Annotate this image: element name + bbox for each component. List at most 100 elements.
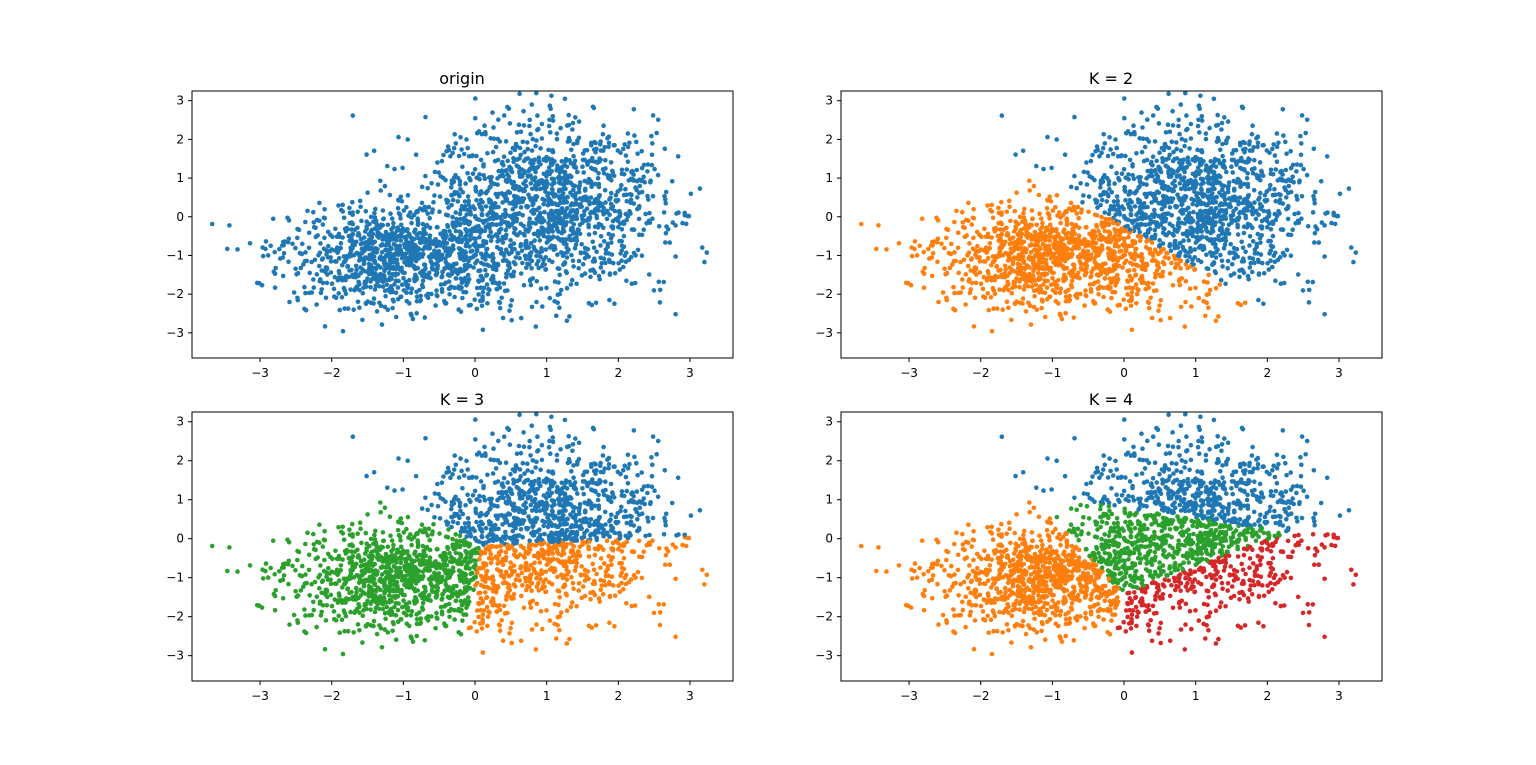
scatter-point (612, 142, 617, 148)
scatter-point (1190, 184, 1196, 190)
scatter-point (286, 218, 292, 223)
scatter-point (647, 210, 652, 216)
scatter-point (639, 232, 645, 238)
scatter-point (432, 267, 438, 273)
scatter-point (567, 237, 572, 242)
scatter-point (1166, 211, 1171, 216)
scatter-point (521, 196, 527, 201)
scatter-point (429, 291, 434, 297)
scatter-point (359, 218, 364, 224)
scatter-point (1094, 144, 1100, 149)
scatter-point (1121, 167, 1127, 172)
scatter-point (559, 250, 564, 255)
scatter-point (1130, 238, 1135, 244)
scatter-point (518, 242, 524, 247)
scatter-point (557, 170, 563, 175)
scatter-point (398, 238, 404, 243)
scatter-point (641, 227, 646, 232)
scatter-point (548, 130, 553, 135)
scatter-point (357, 254, 363, 259)
scatter-point (1241, 259, 1247, 264)
scatter-point (1066, 287, 1071, 293)
scatter-point (340, 202, 345, 208)
scatter-point (1090, 152, 1095, 158)
scatter-point (481, 162, 486, 167)
scatter-point (396, 198, 402, 203)
scatter-point (989, 328, 995, 334)
scatter-point (1003, 250, 1009, 256)
scatter-point (975, 243, 980, 249)
scatter-point (1160, 230, 1166, 236)
scatter-point (1198, 259, 1204, 265)
scatter-point (1035, 253, 1040, 259)
scatter-point (324, 248, 329, 253)
scatter-point (1126, 298, 1132, 304)
scatter-point (1335, 213, 1341, 219)
scatter-point (1235, 224, 1240, 230)
scatter-point (935, 236, 941, 241)
scatter-point (393, 314, 399, 320)
scatter-point (1211, 239, 1217, 244)
scatter-point (608, 176, 613, 182)
scatter-point (392, 282, 397, 287)
scatter-point (588, 274, 593, 280)
scatter-point (1156, 190, 1162, 195)
scatter-point (378, 271, 383, 277)
scatter-point (370, 231, 376, 237)
scatter-point (1167, 271, 1173, 276)
scatter-point (952, 308, 958, 313)
scatter-point (391, 220, 396, 226)
scatter-point (546, 123, 552, 129)
scatter-point (464, 137, 469, 142)
scatter-point (1158, 201, 1164, 206)
scatter-point (1323, 211, 1328, 216)
scatter-point (573, 242, 579, 247)
scatter-point (1020, 258, 1025, 264)
scatter-point (1234, 162, 1239, 167)
scatter-point (483, 224, 489, 230)
scatter-point (1019, 251, 1025, 256)
scatter-point (336, 291, 341, 296)
scatter-point (1083, 293, 1088, 298)
scatter-point (1098, 232, 1103, 238)
scatter-point (935, 259, 940, 265)
scatter-point (407, 301, 412, 306)
scatter-point (523, 227, 529, 232)
scatter-point (628, 211, 633, 216)
scatter-point (333, 226, 338, 232)
scatter-point (1298, 152, 1304, 158)
scatter-point (350, 199, 355, 205)
scatter-point (564, 255, 570, 260)
scatter-point (1150, 163, 1155, 168)
scatter-point (518, 129, 524, 135)
scatter-point (1203, 225, 1209, 230)
scatter-point (485, 291, 491, 297)
scatter-point (613, 198, 618, 203)
scatter-point (962, 234, 968, 240)
scatter-point (514, 130, 520, 135)
scatter-point (580, 164, 585, 169)
scatter-point (586, 224, 591, 230)
scatter-point (969, 222, 975, 227)
scatter-point (263, 246, 268, 252)
scatter-point (395, 285, 401, 290)
scatter-point (634, 178, 640, 184)
scatter-point (472, 206, 477, 212)
scatter-point (541, 218, 547, 224)
scatter-point (388, 211, 393, 216)
scatter-point (227, 223, 232, 228)
scatter-point (490, 273, 496, 279)
scatter-point (470, 153, 475, 158)
scatter-point (404, 290, 409, 295)
scatter-point (535, 113, 540, 118)
scatter-point (1208, 159, 1214, 164)
scatter-point (1106, 211, 1112, 217)
scatter-point (490, 213, 496, 218)
scatter-point (466, 277, 472, 282)
scatter-point (1132, 204, 1138, 209)
scatter-point (1007, 236, 1013, 242)
scatter-point (1013, 255, 1019, 261)
scatter-point (1283, 187, 1288, 193)
scatter-point (963, 302, 968, 307)
